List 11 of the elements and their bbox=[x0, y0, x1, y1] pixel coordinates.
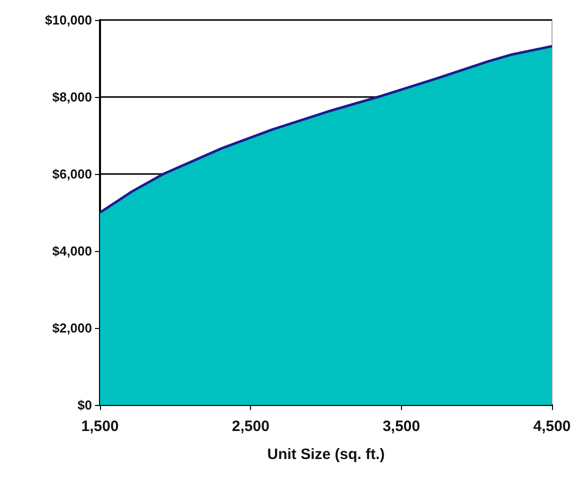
y-tick-label: $6,000 bbox=[52, 166, 92, 182]
x-tick-label: 1,500 bbox=[81, 418, 119, 435]
y-tick-label: $4,000 bbox=[52, 244, 92, 258]
y-tick-label: $0 bbox=[78, 398, 92, 412]
x-tick-label: 4,500 bbox=[533, 418, 571, 435]
x-axis-title: Unit Size (sq. ft.) bbox=[267, 446, 385, 463]
y-tick-label: $10,000 bbox=[45, 12, 92, 28]
x-tick-label: 2,500 bbox=[232, 418, 270, 435]
x-tick-label: 3,500 bbox=[382, 418, 420, 435]
y-tick-label: $8,000 bbox=[52, 90, 92, 104]
y-tick-label: $2,000 bbox=[52, 320, 92, 336]
